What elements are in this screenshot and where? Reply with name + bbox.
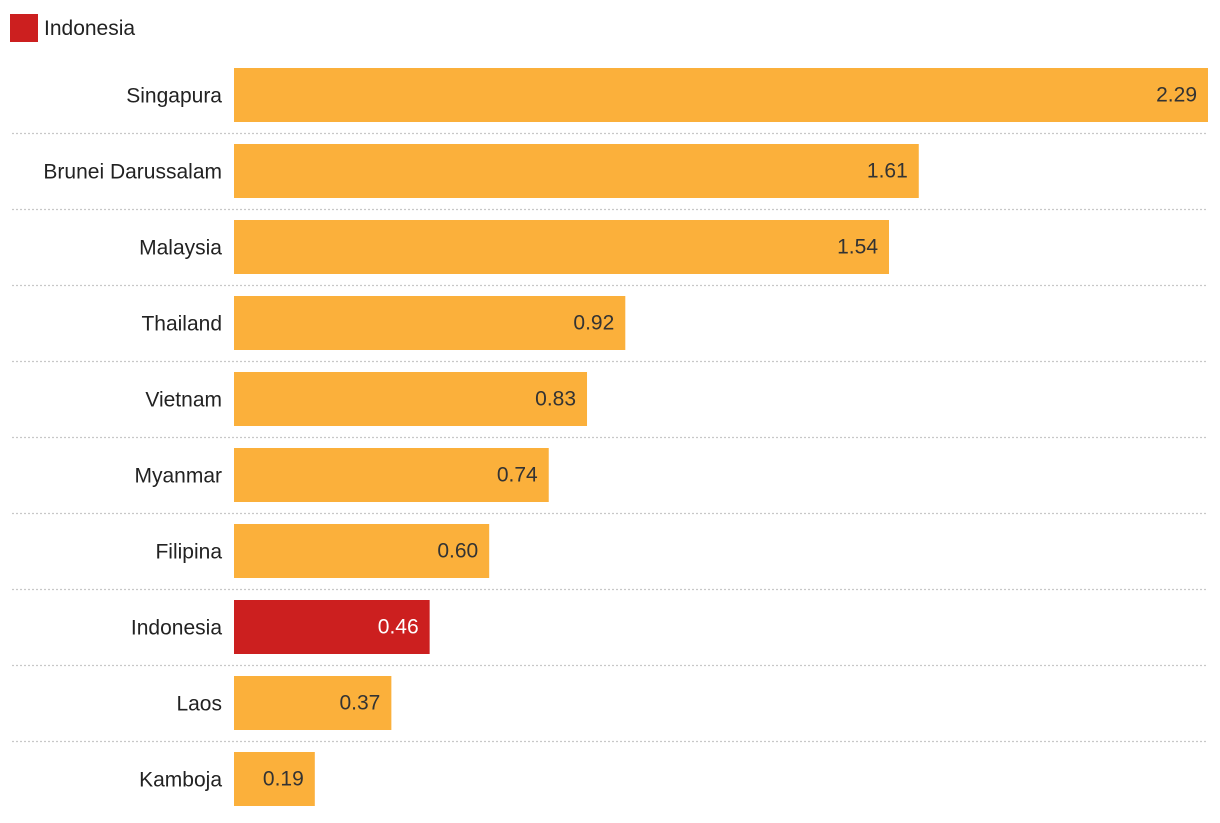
category-label-thailand: Thailand [141, 313, 222, 336]
value-label-thailand: 0.92 [573, 312, 614, 335]
category-labels: Singapura Brunei Darussalam Malaysia Thaila… [43, 85, 222, 792]
value-label-singapura: 2.29 [1156, 84, 1197, 107]
value-label-vietnam: 0.83 [535, 388, 576, 411]
legend-swatch-indonesia [10, 14, 38, 42]
category-label-singapura: Singapura [126, 85, 222, 108]
category-label-brunei-darussalam: Brunei Darussalam [43, 161, 222, 184]
bar-singapura [234, 68, 1208, 122]
bar-brunei-darussalam [234, 144, 919, 198]
value-label-laos: 0.37 [339, 692, 380, 715]
category-label-kamboja: Kamboja [139, 769, 222, 792]
value-label-indonesia: 0.46 [378, 616, 419, 639]
bar-myanmar [234, 448, 549, 502]
category-label-malaysia: Malaysia [139, 237, 222, 260]
bar-malaysia [234, 220, 890, 274]
value-label-malaysia: 1.54 [837, 236, 878, 259]
category-label-myanmar: Myanmar [134, 465, 222, 488]
value-label-myanmar: 0.74 [497, 464, 538, 487]
bar-laos [234, 676, 392, 730]
bar-thailand [234, 296, 626, 350]
bars [234, 68, 1208, 806]
value-label-filipina: 0.60 [437, 540, 478, 563]
value-labels: 2.29 1.61 1.54 0.92 0.83 0.74 0.60 0.46 0.37 0.19 [263, 84, 1197, 791]
category-label-laos: Laos [176, 693, 222, 716]
bar-vietnam [234, 372, 588, 426]
value-label-kamboja: 0.19 [263, 768, 304, 791]
bar-filipina [234, 524, 490, 578]
value-label-brunei-darussalam: 1.61 [867, 160, 908, 183]
category-label-indonesia: Indonesia [131, 617, 222, 640]
category-label-vietnam: Vietnam [145, 389, 222, 412]
category-label-filipina: Filipina [155, 541, 222, 564]
bar-kamboja [234, 752, 315, 806]
legend-label-indonesia: Indonesia [44, 17, 135, 40]
legend: Indonesia [10, 14, 135, 42]
bar-indonesia [234, 600, 430, 654]
row-separators [12, 132, 1208, 743]
